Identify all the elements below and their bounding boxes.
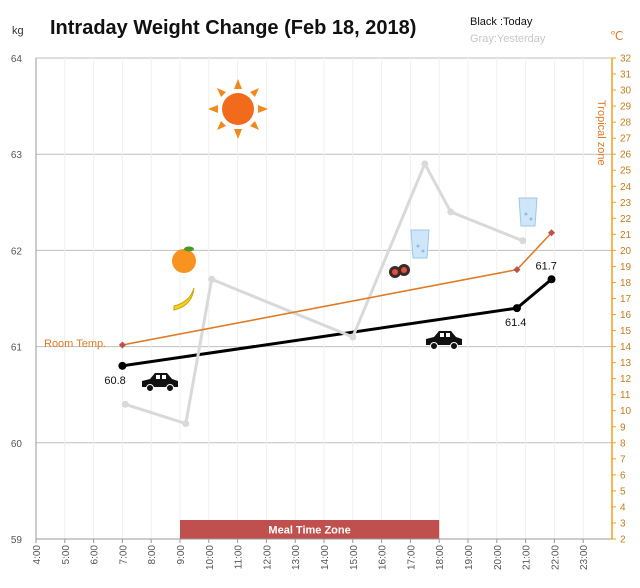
legend-yesterday: Gray:Yesterday — [470, 33, 546, 45]
tropical-zone-label: Tropical zone — [595, 100, 607, 166]
y-right-tick-label: 25 — [620, 166, 632, 177]
y-right-tick-label: 5 — [620, 486, 626, 497]
point-today — [512, 304, 521, 313]
x-tick-label: 14:00 — [320, 545, 331, 570]
water-glass-icon — [518, 197, 538, 227]
icons — [142, 79, 538, 392]
data-label-today: 61.7 — [536, 260, 557, 272]
x-tick-label: 9:00 — [176, 545, 187, 565]
meal-band-label: Meal Time Zone — [268, 525, 350, 537]
y-left-unit: kg — [12, 25, 24, 37]
legend-today: Black :Today — [470, 16, 533, 28]
y-left-tick-label: 61 — [11, 343, 23, 354]
x-tick-label: 19:00 — [464, 545, 475, 570]
y-right-tick-label: 6 — [620, 470, 626, 481]
x-tick-label: 20:00 — [493, 545, 504, 570]
x-tick-label: 12:00 — [262, 545, 273, 570]
room-temp-label: Room Temp. — [44, 338, 106, 350]
orange-icon — [172, 246, 196, 273]
y-right-tick-label: 22 — [620, 214, 632, 225]
series-line-today — [122, 278, 553, 368]
y-right-tick-label: 19 — [620, 262, 632, 273]
x-tick-label: 4:00 — [32, 545, 43, 565]
chart-title: Intraday Weight Change (Feb 18, 2018) — [50, 17, 416, 39]
sun-icon — [208, 79, 268, 139]
x-tick-label: 18:00 — [435, 545, 446, 570]
point-yesterday — [447, 208, 455, 216]
y-left-tick-label: 59 — [11, 535, 23, 546]
point-yesterday — [349, 333, 357, 341]
car-icon — [142, 373, 178, 392]
data-label-today: 61.4 — [505, 317, 526, 329]
y-right-tick-label: 7 — [620, 454, 626, 465]
series-layer — [118, 160, 556, 428]
y-right-tick-label: 23 — [620, 198, 632, 209]
point-room-temp — [547, 229, 556, 237]
meal-time-band: Meal Time Zone — [180, 520, 440, 539]
data-label-today: 60.8 — [104, 375, 125, 387]
point-today — [118, 361, 127, 370]
point-today — [547, 275, 556, 284]
y-right-tick-label: 24 — [620, 182, 632, 193]
y-right-tick-label: 32 — [620, 54, 632, 65]
x-tick-label: 10:00 — [205, 545, 216, 570]
y-left-tick-label: 64 — [11, 54, 23, 65]
y-right-tick-label: 9 — [620, 422, 626, 433]
y-right-tick-label: 31 — [620, 70, 632, 81]
y-right-tick-label: 2 — [620, 535, 626, 546]
car-icon — [426, 331, 462, 350]
x-tick-label: 13:00 — [291, 545, 302, 570]
x-tick-label: 7:00 — [118, 545, 129, 565]
y-right-tick-label: 11 — [620, 390, 631, 401]
y-right-tick-label: 4 — [620, 502, 626, 513]
y-right-tick-label: 13 — [620, 358, 632, 369]
x-tick-label: 6:00 — [90, 545, 101, 565]
point-room-temp — [513, 266, 521, 274]
y-left-tick-label: 63 — [11, 150, 23, 161]
sushi-icon — [389, 264, 410, 278]
y-left-tick-label: 62 — [11, 246, 23, 257]
y-right-tick-label: 12 — [620, 374, 632, 385]
x-tick-label: 17:00 — [406, 545, 417, 570]
y-right-tick-label: 10 — [620, 406, 632, 417]
y-right-tick-label: 3 — [620, 518, 626, 529]
y-right-tick-label: 15 — [620, 326, 632, 337]
y-right-tick-label: 14 — [620, 342, 632, 353]
y-right-tick-label: 17 — [620, 294, 632, 305]
y-right-tick-label: 30 — [620, 86, 632, 97]
y-right-tick-label: 28 — [620, 118, 632, 129]
x-tick-label: 21:00 — [522, 545, 533, 570]
x-tick-label: 23:00 — [579, 545, 590, 570]
y-right-tick-label: 18 — [620, 278, 632, 289]
point-yesterday — [421, 160, 429, 168]
x-tick-label: 15:00 — [349, 545, 360, 570]
y-right-tick-label: 26 — [620, 150, 632, 161]
x-tick-label: 16:00 — [378, 545, 389, 570]
y-right-tick-label: 21 — [620, 230, 632, 241]
labels-layer: 60.8 61.4 61.7 — [104, 260, 557, 387]
y-right-tick-label: 8 — [620, 438, 626, 449]
point-yesterday — [519, 237, 527, 245]
y-right-tick-label: 27 — [620, 134, 632, 145]
point-yesterday — [121, 400, 129, 408]
y-right-unit: ℃ — [610, 29, 623, 43]
y-left-tick-label: 60 — [11, 439, 23, 450]
grid-lines — [35, 57, 612, 540]
y-right-tick-label: 16 — [620, 310, 632, 321]
x-tick-label: 11:00 — [234, 545, 245, 570]
y-right-tick-label: 29 — [620, 102, 632, 113]
x-tick-label: 8:00 — [147, 545, 158, 565]
banana-icon — [173, 287, 195, 311]
point-yesterday — [182, 420, 190, 428]
x-tick-label: 5:00 — [61, 545, 72, 565]
point-room-temp — [118, 341, 126, 349]
water-glass-icon — [410, 229, 430, 259]
x-tick-label: 22:00 — [550, 545, 561, 570]
meal-band-rect — [180, 520, 440, 539]
y-right-tick-label: 20 — [620, 246, 632, 257]
point-yesterday — [208, 275, 216, 283]
